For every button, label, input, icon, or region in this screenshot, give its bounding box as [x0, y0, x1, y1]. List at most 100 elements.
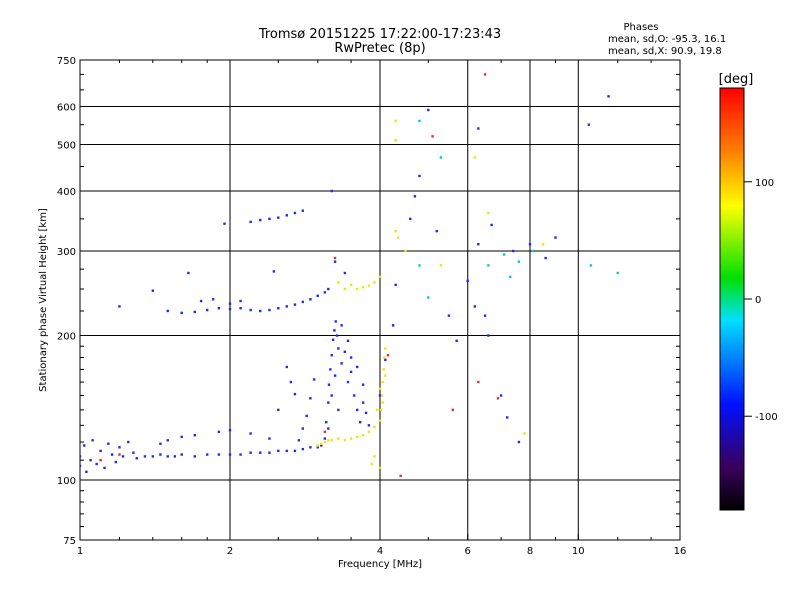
data-point — [337, 408, 340, 412]
data-point — [361, 401, 365, 404]
data-point — [293, 211, 297, 215]
data-point — [496, 397, 500, 400]
data-point — [316, 444, 319, 447]
data-point — [477, 242, 480, 246]
data-point — [103, 466, 106, 470]
data-point — [589, 264, 593, 267]
data-point — [259, 451, 262, 454]
colorbar-tick-label: 0 — [755, 295, 761, 306]
data-point — [107, 442, 110, 445]
data-point — [297, 439, 301, 442]
data-point — [199, 299, 203, 303]
x-tick-label: 1 — [77, 546, 83, 557]
data-point — [607, 95, 610, 98]
data-point — [473, 305, 477, 308]
y-tick-label: 200 — [57, 332, 76, 343]
data-point — [127, 440, 130, 444]
x-tick-label: 6 — [465, 546, 471, 557]
y-tick-label: 400 — [57, 187, 76, 198]
data-point — [517, 260, 521, 263]
data-point — [121, 455, 125, 458]
data-point — [325, 420, 328, 424]
data-point — [118, 305, 121, 308]
data-point — [272, 270, 276, 273]
data-point — [166, 309, 169, 313]
data-point — [340, 324, 343, 327]
data-point — [301, 427, 305, 430]
x-tick-label: 16 — [674, 546, 687, 557]
data-point — [305, 414, 308, 418]
data-point — [118, 446, 121, 449]
data-point — [394, 139, 397, 142]
data-point — [384, 374, 387, 377]
y-axis-ticks: 75 100 200 300 400 500 600 750 — [57, 56, 680, 547]
data-point — [268, 451, 271, 454]
data-point — [193, 433, 197, 437]
data-point — [166, 439, 169, 442]
data-point — [349, 356, 353, 359]
x-tick-label: 10 — [572, 546, 585, 557]
data-point — [193, 455, 197, 458]
data-point — [439, 156, 443, 159]
data-point — [364, 411, 368, 415]
data-point — [277, 307, 280, 310]
data-point — [268, 308, 271, 312]
data-points — [80, 73, 619, 478]
data-point — [384, 347, 387, 350]
data-point — [378, 394, 382, 397]
x-tick-label: 8 — [527, 546, 533, 557]
data-point — [418, 119, 421, 123]
data-point — [517, 440, 521, 444]
data-point — [327, 427, 330, 430]
data-point — [333, 260, 337, 263]
data-point — [337, 437, 340, 440]
data-point — [110, 453, 114, 456]
data-point — [404, 249, 407, 253]
data-point — [159, 442, 162, 445]
x-axis-label: Frequency [MHz] — [338, 559, 422, 570]
data-point — [211, 298, 215, 301]
data-point — [151, 455, 155, 458]
data-point — [205, 308, 209, 312]
data-point — [268, 437, 271, 440]
data-point — [418, 264, 421, 267]
data-point — [316, 294, 319, 297]
data-point — [99, 458, 102, 462]
data-point — [312, 378, 316, 381]
data-point — [151, 289, 155, 292]
data-point — [83, 444, 86, 447]
data-point — [349, 370, 353, 374]
data-point — [380, 394, 384, 397]
data-point — [373, 425, 376, 429]
data-point — [323, 440, 327, 444]
y-tick-label: 100 — [57, 476, 76, 487]
data-point — [616, 271, 619, 275]
data-point — [333, 329, 336, 332]
data-point — [394, 283, 397, 287]
data-point — [427, 296, 430, 299]
data-point — [277, 408, 280, 412]
data-point — [285, 305, 288, 308]
data-point — [330, 353, 333, 357]
data-point — [337, 281, 340, 284]
plot-grid — [80, 60, 680, 540]
data-point — [391, 324, 395, 327]
data-point — [217, 307, 221, 310]
data-point — [376, 408, 379, 412]
data-point — [333, 256, 337, 260]
data-point — [228, 307, 232, 311]
data-point — [373, 455, 376, 458]
y-tick-label: 500 — [57, 141, 76, 152]
data-point — [383, 356, 386, 359]
data-point — [499, 394, 503, 397]
data-point — [473, 156, 477, 159]
data-point — [355, 435, 359, 439]
data-point — [329, 368, 332, 371]
data-point — [180, 435, 183, 439]
data-point — [323, 291, 327, 294]
data-point — [259, 309, 262, 313]
data-point — [309, 298, 312, 301]
data-point — [187, 271, 190, 275]
data-point — [343, 350, 347, 353]
data-point — [358, 420, 362, 424]
